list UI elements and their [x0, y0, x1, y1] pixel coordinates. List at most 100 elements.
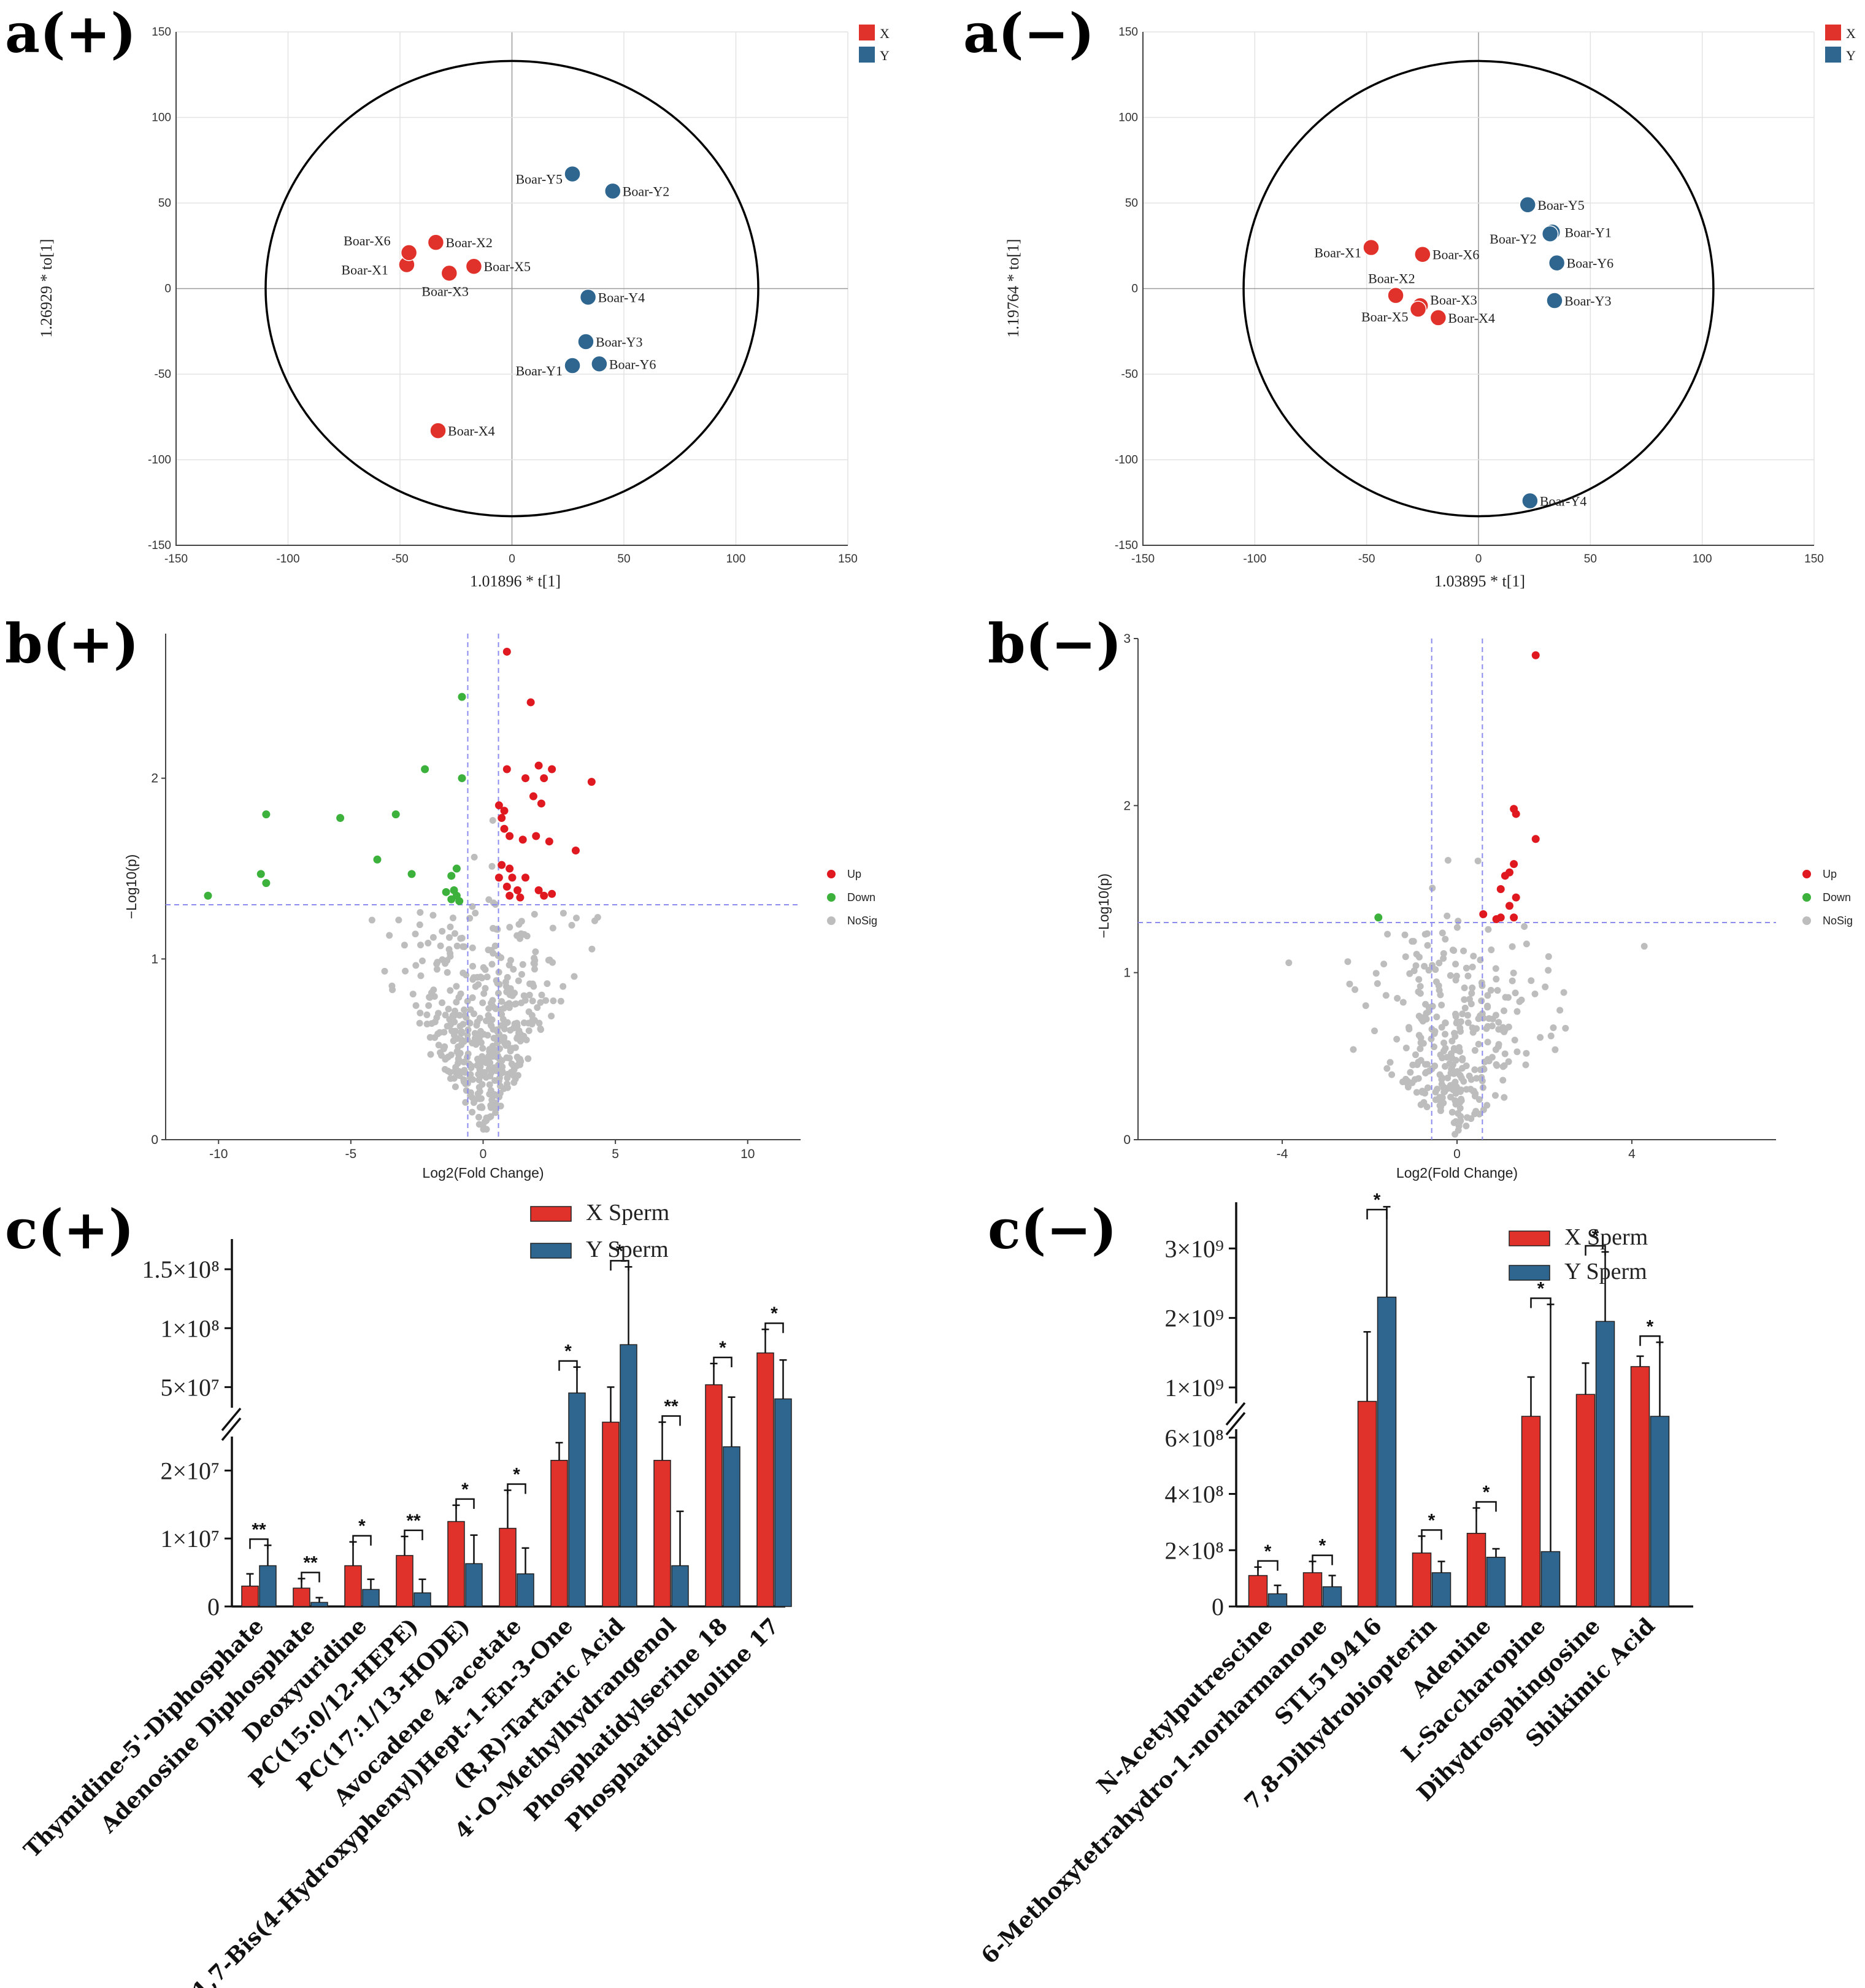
nosig-point — [445, 946, 453, 953]
nosig-point — [491, 942, 499, 950]
x-tick-label: 0 — [509, 553, 515, 566]
nosig-point — [1393, 1035, 1401, 1043]
nosig-point — [537, 1026, 545, 1033]
nosig-point — [511, 1000, 518, 1008]
axes — [1142, 32, 1814, 546]
y-tick-label: 150 — [152, 26, 171, 39]
nosig-point — [1475, 1015, 1482, 1023]
y-tick-label: -150 — [1115, 539, 1138, 552]
y-tick-label: 1×10⁷ — [160, 1525, 220, 1552]
up-point — [494, 801, 503, 810]
nosig-point — [464, 1031, 471, 1038]
score-point-boar-x5 — [465, 258, 483, 275]
nosig-point — [1372, 970, 1380, 977]
nosig-point — [1394, 994, 1401, 1002]
nosig-point — [482, 984, 489, 992]
x-tick-label: -100 — [276, 553, 299, 566]
up-point — [1496, 885, 1505, 893]
score-point-boar-y2 — [604, 182, 621, 200]
up-point — [534, 886, 543, 894]
legend-label-nosig: NoSig — [847, 915, 877, 927]
nosig-point — [1492, 1011, 1499, 1019]
bar-x-sperm — [1412, 1552, 1432, 1607]
nosig-point — [513, 1019, 521, 1027]
legend-label-x-sperm: X Sperm — [586, 1200, 669, 1226]
point-label: Boar-X2 — [445, 235, 493, 250]
nosig-point — [496, 1089, 504, 1097]
legend-label-x: X — [1846, 26, 1856, 41]
nosig-point — [479, 1058, 486, 1065]
nosig-point — [472, 910, 479, 917]
point-label: Boar-X4 — [448, 423, 495, 439]
y-axis-label: −Log10(p) — [1096, 873, 1112, 938]
significance-label: * — [1264, 1541, 1272, 1562]
x-axis-label: 1.01896 * t[1] — [470, 572, 561, 590]
up-point — [548, 889, 556, 898]
bar-x-sperm — [241, 1586, 259, 1607]
nosig-point — [1460, 947, 1467, 954]
up-point — [506, 864, 514, 873]
nosig-point — [536, 1019, 543, 1027]
nosig-point — [426, 1034, 434, 1041]
bar-y-sperm — [723, 1446, 740, 1607]
nosig-point — [588, 945, 596, 953]
bar-y-sperm — [1595, 1321, 1615, 1607]
nosig-point — [1485, 926, 1492, 933]
nosig-point — [1501, 1050, 1509, 1057]
nosig-point — [434, 959, 441, 966]
significance-label: * — [1374, 1190, 1381, 1210]
nosig-point — [439, 927, 446, 935]
significance-bracket — [404, 1529, 423, 1540]
nosig-point — [1456, 1105, 1464, 1112]
nosig-point — [478, 1103, 485, 1110]
chart-c-negative: c(−)02×10⁸4×10⁸6×10⁸3×10⁹2×10⁹1×10⁹*N-Ac… — [976, 1190, 1694, 1969]
nosig-point — [1471, 1046, 1479, 1054]
point-label: Boar-Y3 — [596, 334, 643, 350]
up-point — [498, 861, 506, 869]
legend-label-y-sperm: Y Sperm — [586, 1237, 669, 1262]
nosig-point — [475, 1121, 483, 1128]
nosig-point — [537, 999, 544, 1006]
nosig-point — [426, 994, 434, 1001]
point-label: Boar-X6 — [1432, 247, 1480, 263]
nosig-point — [455, 1056, 462, 1063]
nosig-point — [1513, 1008, 1521, 1015]
nosig-point — [1487, 986, 1494, 994]
y-tick-label: 1 — [1123, 966, 1131, 980]
score-point-boar-y4 — [1521, 492, 1539, 510]
nosig-point — [494, 1026, 501, 1034]
x-tick-label: -150 — [164, 553, 188, 566]
bar-x-sperm — [1575, 1394, 1596, 1607]
nosig-point — [1474, 858, 1482, 865]
significance-bracket — [1475, 1501, 1497, 1512]
legend-label-up: Up — [847, 868, 861, 880]
nosig-point — [458, 1028, 465, 1035]
significance-bracket — [455, 1498, 475, 1509]
score-point-boar-x2 — [1387, 286, 1404, 304]
significance-label: * — [1483, 1482, 1490, 1502]
up-point — [506, 832, 514, 840]
up-point — [548, 765, 556, 773]
nosig-point — [1461, 984, 1468, 991]
nosig-point — [1444, 1074, 1452, 1081]
up-point — [545, 837, 553, 846]
x-tick-label: 150 — [1804, 553, 1824, 566]
nosig-point — [1430, 1043, 1437, 1051]
nosig-point — [510, 1062, 517, 1069]
nosig-point — [503, 988, 510, 996]
nosig-point — [1501, 1094, 1508, 1101]
nosig-point — [488, 1069, 495, 1077]
nosig-point — [529, 980, 536, 988]
nosig-point — [1437, 1051, 1444, 1059]
bar-x-sperm — [1357, 1400, 1377, 1607]
up-point — [521, 873, 529, 882]
score-point-boar-y5 — [564, 165, 581, 183]
significance-bracket — [1585, 1245, 1606, 1256]
nosig-point — [480, 964, 487, 971]
nosig-point — [514, 1072, 521, 1079]
nosig-point — [455, 1043, 462, 1050]
point-label: Boar-Y5 — [1537, 198, 1585, 213]
nosig-point — [1552, 1046, 1559, 1053]
nosig-point — [1419, 1018, 1426, 1025]
down-point — [447, 872, 456, 880]
